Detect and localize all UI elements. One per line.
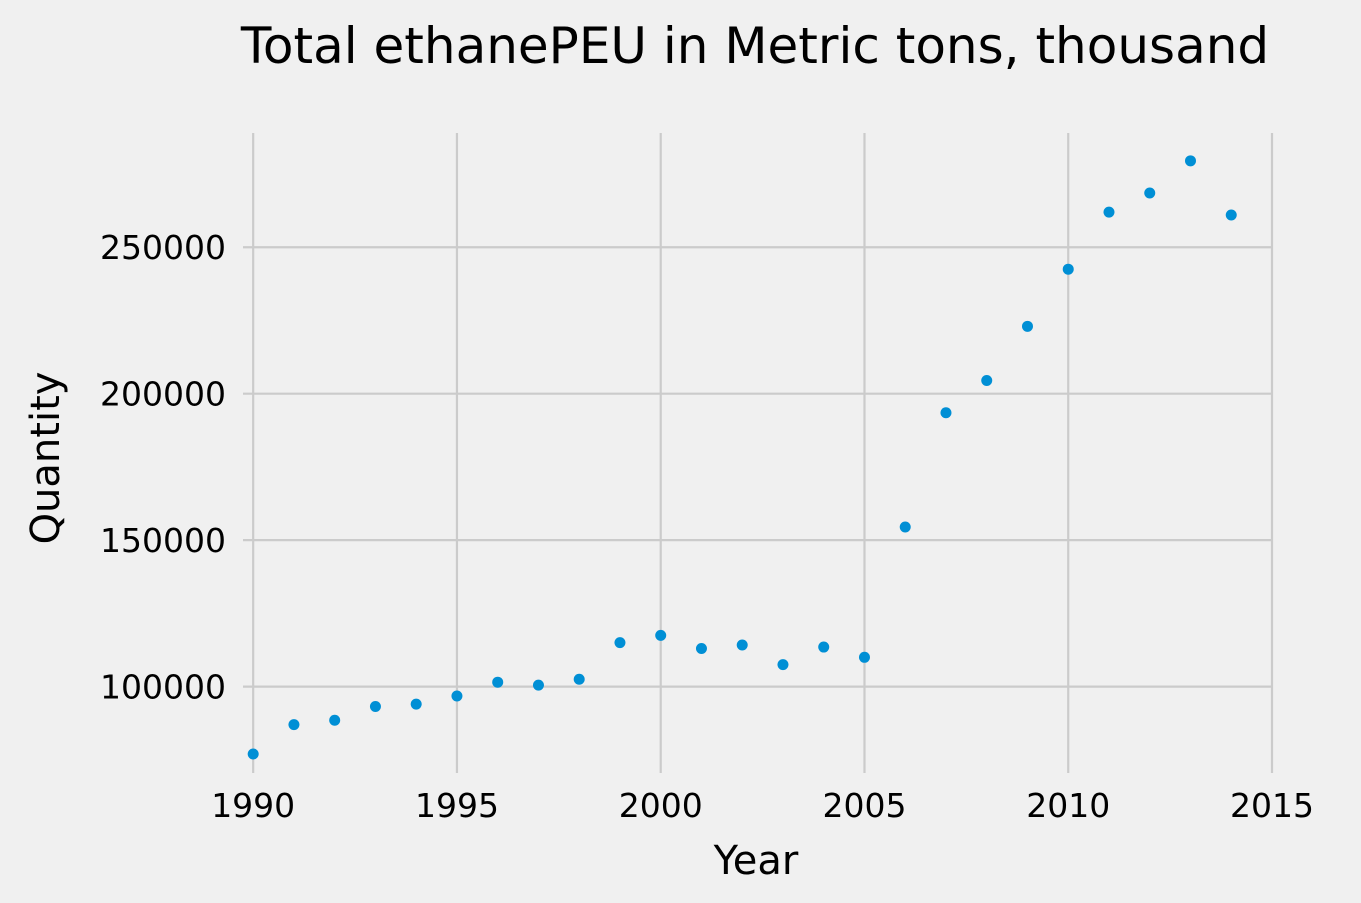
data-point: [532, 679, 544, 691]
data-point: [573, 673, 585, 685]
data-point: [369, 701, 381, 713]
data-point: [655, 629, 667, 641]
data-point: [1021, 320, 1033, 332]
data-point: [329, 714, 341, 726]
data-point: [899, 521, 911, 533]
data-point: [492, 676, 504, 688]
data-point: [777, 659, 789, 671]
data-point: [1184, 155, 1196, 167]
data-point: [1103, 206, 1115, 218]
data-point: [451, 690, 463, 702]
y-tick-label: 100000: [100, 668, 226, 707]
x-tick-label: 2000: [619, 786, 703, 825]
x-tick-label: 2005: [822, 786, 906, 825]
data-point: [1062, 263, 1074, 275]
data-point: [736, 639, 748, 651]
data-point: [1144, 187, 1156, 199]
data-point: [410, 698, 422, 710]
y-tick-label: 150000: [100, 521, 226, 560]
chart-title: Total ethanePEU in Metric tons, thousand: [240, 17, 1269, 75]
data-point: [858, 651, 870, 663]
x-tick-label: 1995: [415, 786, 499, 825]
x-axis-label: Year: [713, 838, 799, 884]
data-point: [695, 643, 707, 655]
data-points: [247, 155, 1237, 760]
grid: [243, 133, 1274, 773]
x-tick-labels: 1990 1995 2000 2005 2010 2015: [211, 786, 1314, 825]
x-tick-label: 2015: [1230, 786, 1314, 825]
data-point: [247, 748, 259, 760]
x-tick-label: 2010: [1026, 786, 1110, 825]
data-point: [614, 637, 626, 649]
data-point: [1225, 209, 1237, 221]
y-tick-label: 200000: [100, 375, 226, 414]
data-point: [940, 407, 952, 419]
data-point: [818, 641, 830, 653]
x-tick-label: 1990: [211, 786, 295, 825]
y-tick-labels: 100000 150000 200000 250000: [100, 228, 226, 706]
data-point: [981, 375, 993, 387]
y-tick-label: 250000: [100, 228, 226, 267]
data-point: [288, 719, 300, 731]
y-axis-label: Quantity: [23, 372, 69, 545]
